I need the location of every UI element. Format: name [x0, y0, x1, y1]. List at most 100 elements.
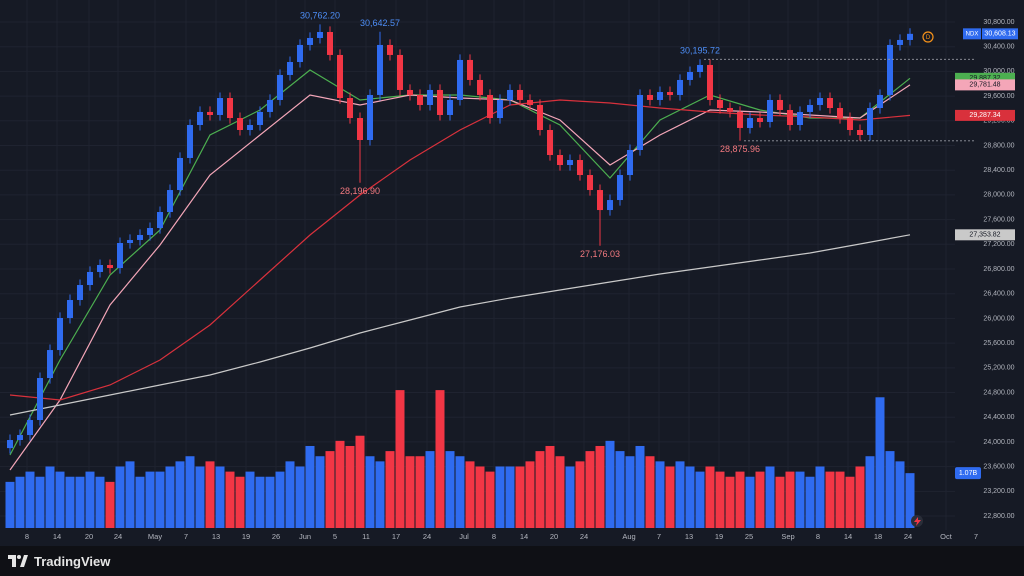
candle-body	[257, 111, 263, 125]
candle-body	[667, 92, 673, 95]
volume-bar	[385, 451, 395, 528]
volume-bar	[555, 456, 565, 528]
candle-body	[357, 118, 363, 141]
candle-body	[557, 155, 563, 166]
candle-body	[407, 89, 413, 95]
candle-body	[737, 111, 743, 128]
candle-body	[837, 108, 843, 119]
y-tick-label: 30,800.00	[983, 19, 1014, 26]
volume-bar	[445, 451, 455, 528]
candle-body	[887, 44, 893, 95]
footer: TradingView	[0, 546, 1024, 576]
candle-body	[677, 79, 683, 95]
volume-bar	[725, 476, 735, 528]
price-label-box	[955, 72, 1015, 84]
extreme-label: 30,195.72	[680, 46, 720, 56]
candle-body	[717, 99, 723, 109]
x-tick-label: 8	[816, 532, 820, 541]
x-tick-label: 19	[242, 532, 250, 541]
volume-bar	[245, 471, 255, 528]
x-tick-label: 20	[85, 532, 93, 541]
volume-bar	[635, 445, 645, 528]
brand-logo	[8, 555, 28, 567]
volume-bar	[905, 473, 915, 528]
y-tick-label: 25,200.00	[983, 365, 1014, 372]
symbol-box	[963, 28, 981, 40]
candle-body	[727, 108, 733, 112]
candle-body	[287, 62, 293, 75]
chart: 30,762.20 30,642.57 30,195.72 28,196.90 27,1…	[0, 0, 1018, 541]
candle-body	[427, 89, 433, 105]
volume-bar	[525, 461, 535, 528]
y-tick-label: 24,400.00	[983, 414, 1014, 421]
volume-bar	[135, 476, 145, 528]
candle-body	[347, 98, 353, 119]
x-tick-label: 13	[212, 532, 220, 541]
y-tick-label: 30,000.00	[983, 68, 1014, 75]
candle-body	[707, 64, 713, 100]
x-tick-label: 24	[580, 532, 588, 541]
candle-body	[577, 160, 583, 176]
candle-body	[117, 243, 123, 269]
candle-body	[297, 44, 303, 63]
volume-bar	[95, 476, 105, 528]
volume-bar	[175, 461, 185, 528]
price-label: 29,887.32	[969, 75, 1000, 82]
volume-bar	[205, 461, 215, 528]
candle-body	[497, 99, 503, 119]
annotation-layer: 30,762.20 30,642.57 30,195.72 28,196.90 27,1…	[300, 11, 975, 259]
candle-body	[327, 31, 333, 55]
candle-body	[77, 285, 83, 301]
price-label: 29,781.48	[969, 82, 1000, 89]
x-tick-label: 19	[715, 532, 723, 541]
volume-bar	[535, 451, 545, 528]
candle-body	[867, 108, 873, 135]
volume-bar	[575, 461, 585, 528]
candle-body	[767, 99, 773, 122]
candle-body	[237, 118, 243, 130]
y-tick-label: 26,800.00	[983, 266, 1014, 273]
volume-bar	[885, 451, 895, 528]
candle-body	[647, 94, 653, 100]
candle-body	[657, 92, 663, 100]
volume-bar	[835, 471, 845, 528]
candle-body	[517, 89, 523, 100]
x-tick-label: Sep	[781, 532, 794, 541]
volume-bar	[185, 456, 195, 528]
candle-body	[437, 89, 443, 115]
volume-bar	[395, 390, 405, 528]
candle-body	[467, 59, 473, 80]
volume-bar	[765, 466, 775, 528]
candle-body	[177, 157, 183, 191]
candle-body	[537, 104, 543, 130]
volume-bar	[685, 466, 695, 528]
x-tick-label: 8	[492, 532, 496, 541]
x-tick-label: 7	[184, 532, 188, 541]
x-tick-label: Jun	[299, 532, 311, 541]
volume-bar	[665, 466, 675, 528]
candle-body	[7, 440, 13, 449]
candle-body	[137, 234, 143, 240]
volume-bar	[875, 397, 885, 528]
volume-bar	[615, 451, 625, 528]
price-label-box	[955, 229, 1015, 241]
y-tick-label: 22,800.00	[983, 513, 1014, 520]
price-label-box	[955, 109, 1015, 121]
volume-bar	[255, 476, 265, 528]
y-tick-label: 23,200.00	[983, 488, 1014, 495]
volume-bar	[375, 461, 385, 528]
axis-layer: 30,800.00 30,400.00 30,000.00 29,600.00 29,2…	[25, 19, 1018, 541]
y-tick-label: 29,600.00	[983, 93, 1014, 100]
volume-bar	[85, 471, 95, 528]
y-tick-label: 28,400.00	[983, 167, 1014, 174]
y-tick-label: 24,800.00	[983, 389, 1014, 396]
candle-body	[897, 39, 903, 45]
volume-bar	[355, 435, 365, 528]
x-tick-label: 11	[362, 532, 370, 541]
volume-bar	[775, 476, 785, 528]
volume-bar	[195, 466, 205, 528]
y-tick-label: 25,600.00	[983, 340, 1014, 347]
candle-body	[747, 118, 753, 128]
x-tick-label: 26	[272, 532, 280, 541]
candle-body	[757, 118, 763, 122]
